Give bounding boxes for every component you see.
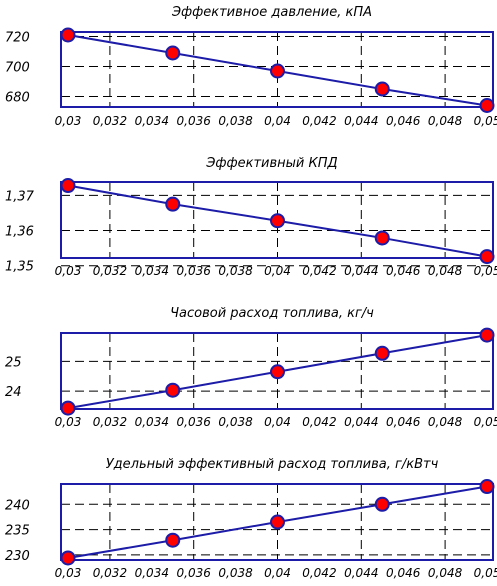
data-point [479,249,495,265]
y-tick-label: 1,36 [5,225,34,240]
y-tick-label: 25 [5,355,22,370]
y-tick-label: 700 [5,61,30,76]
x-tick-label: 0,048 [428,114,463,128]
y-tick-label: 1,37 [5,189,35,204]
x-tick-label: 0,05 [474,415,497,429]
chart-3: Часовой расход топлива, кг/ч 0,03 0,032 0,0… [5,306,497,429]
x-tick-label: 0,044 [344,264,378,278]
x-tick-label: 0,032 [93,415,127,429]
x-tick-label: 0,03 [55,264,82,278]
plot-frame [60,483,494,561]
x-tick-label: 0,03 [55,114,82,128]
x-tick-label: 0,042 [302,566,336,580]
x-tick-label: 0,04 [264,114,291,128]
x-tick-label: 0,044 [344,114,378,128]
chart-1: Эффективное давление, кПА 0,03 0,032 0,034 0… [5,5,497,128]
chart-4: Удельный эффективный расход топлива, г/к… [5,457,497,580]
data-point [165,532,181,548]
data-point [60,400,76,416]
y-tick-label: 1,35 [5,260,34,275]
x-tick-label: 0,03 [55,415,82,429]
x-tick-label: 0,038 [218,114,253,128]
data-point [165,196,181,212]
chart-title: Удельный эффективный расход топлива, г/к… [106,457,439,472]
y-tick-label: 235 [5,524,30,539]
data-point [60,178,76,194]
x-tick-label: 0,034 [135,415,169,429]
plot-frame [60,332,494,410]
x-tick-label: 0,05 [474,566,497,580]
x-tick-label: 0,04 [264,264,291,278]
y-tick-label: 720 [5,31,30,46]
y-tick-label: 240 [5,498,30,513]
chart-title: Эффективное давление, кПА [171,5,372,20]
data-point [270,514,285,530]
x-tick-label: 0,044 [344,415,378,429]
x-tick-label: 0,048 [428,566,463,580]
y-tick-label: 24 [5,385,22,400]
x-tick-label: 0,042 [302,264,336,278]
plot-frame [60,31,494,108]
x-tick-label: 0,036 [177,114,212,128]
y-tick-label: 230 [5,549,30,564]
data-point [165,382,181,398]
x-tick-label: 0,036 [177,264,212,278]
x-tick-label: 0,042 [302,114,336,128]
data-point [270,63,285,79]
chart-2: Эффективный КПД 0,03 0,032 0,034 0,036 0,038 0… [5,156,497,278]
data-point [479,98,495,113]
x-tick-label: 0,034 [135,114,169,128]
y-tick-label: 680 [5,91,30,106]
x-tick-label: 0,05 [474,264,497,278]
x-tick-label: 0,036 [177,566,212,580]
x-tick-label: 0,048 [428,264,463,278]
x-tick-label: 0,04 [264,415,291,429]
data-point [374,496,390,512]
x-tick-label: 0,034 [135,566,169,580]
x-tick-label: 0,046 [386,415,421,429]
data-point [270,364,285,380]
x-tick-label: 0,042 [302,415,336,429]
x-tick-label: 0,046 [386,566,421,580]
data-point [374,345,390,361]
data-point [374,230,390,246]
chart-title: Эффективный КПД [205,156,337,171]
x-tick-label: 0,046 [386,114,421,128]
data-point [60,550,76,566]
x-tick-label: 0,032 [93,264,127,278]
data-point [374,81,390,97]
data-point [60,27,76,43]
x-tick-label: 0,048 [428,415,463,429]
x-tick-label: 0,038 [218,415,253,429]
x-tick-label: 0,036 [177,415,212,429]
x-tick-label: 0,05 [474,114,497,128]
data-point [270,213,285,229]
x-tick-label: 0,038 [218,264,253,278]
data-point [479,327,495,343]
x-tick-label: 0,04 [264,566,291,580]
plot-frame [60,181,494,259]
x-tick-label: 0,032 [93,566,127,580]
data-point [479,479,495,495]
x-tick-label: 0,046 [386,264,421,278]
x-tick-label: 0,044 [344,566,378,580]
data-point [165,45,181,61]
x-tick-label: 0,03 [55,566,82,580]
x-tick-label: 0,034 [135,264,169,278]
x-tick-label: 0,032 [93,114,127,128]
x-tick-label: 0,038 [218,566,253,580]
chart-title: Часовой расход топлива, кг/ч [170,306,374,321]
